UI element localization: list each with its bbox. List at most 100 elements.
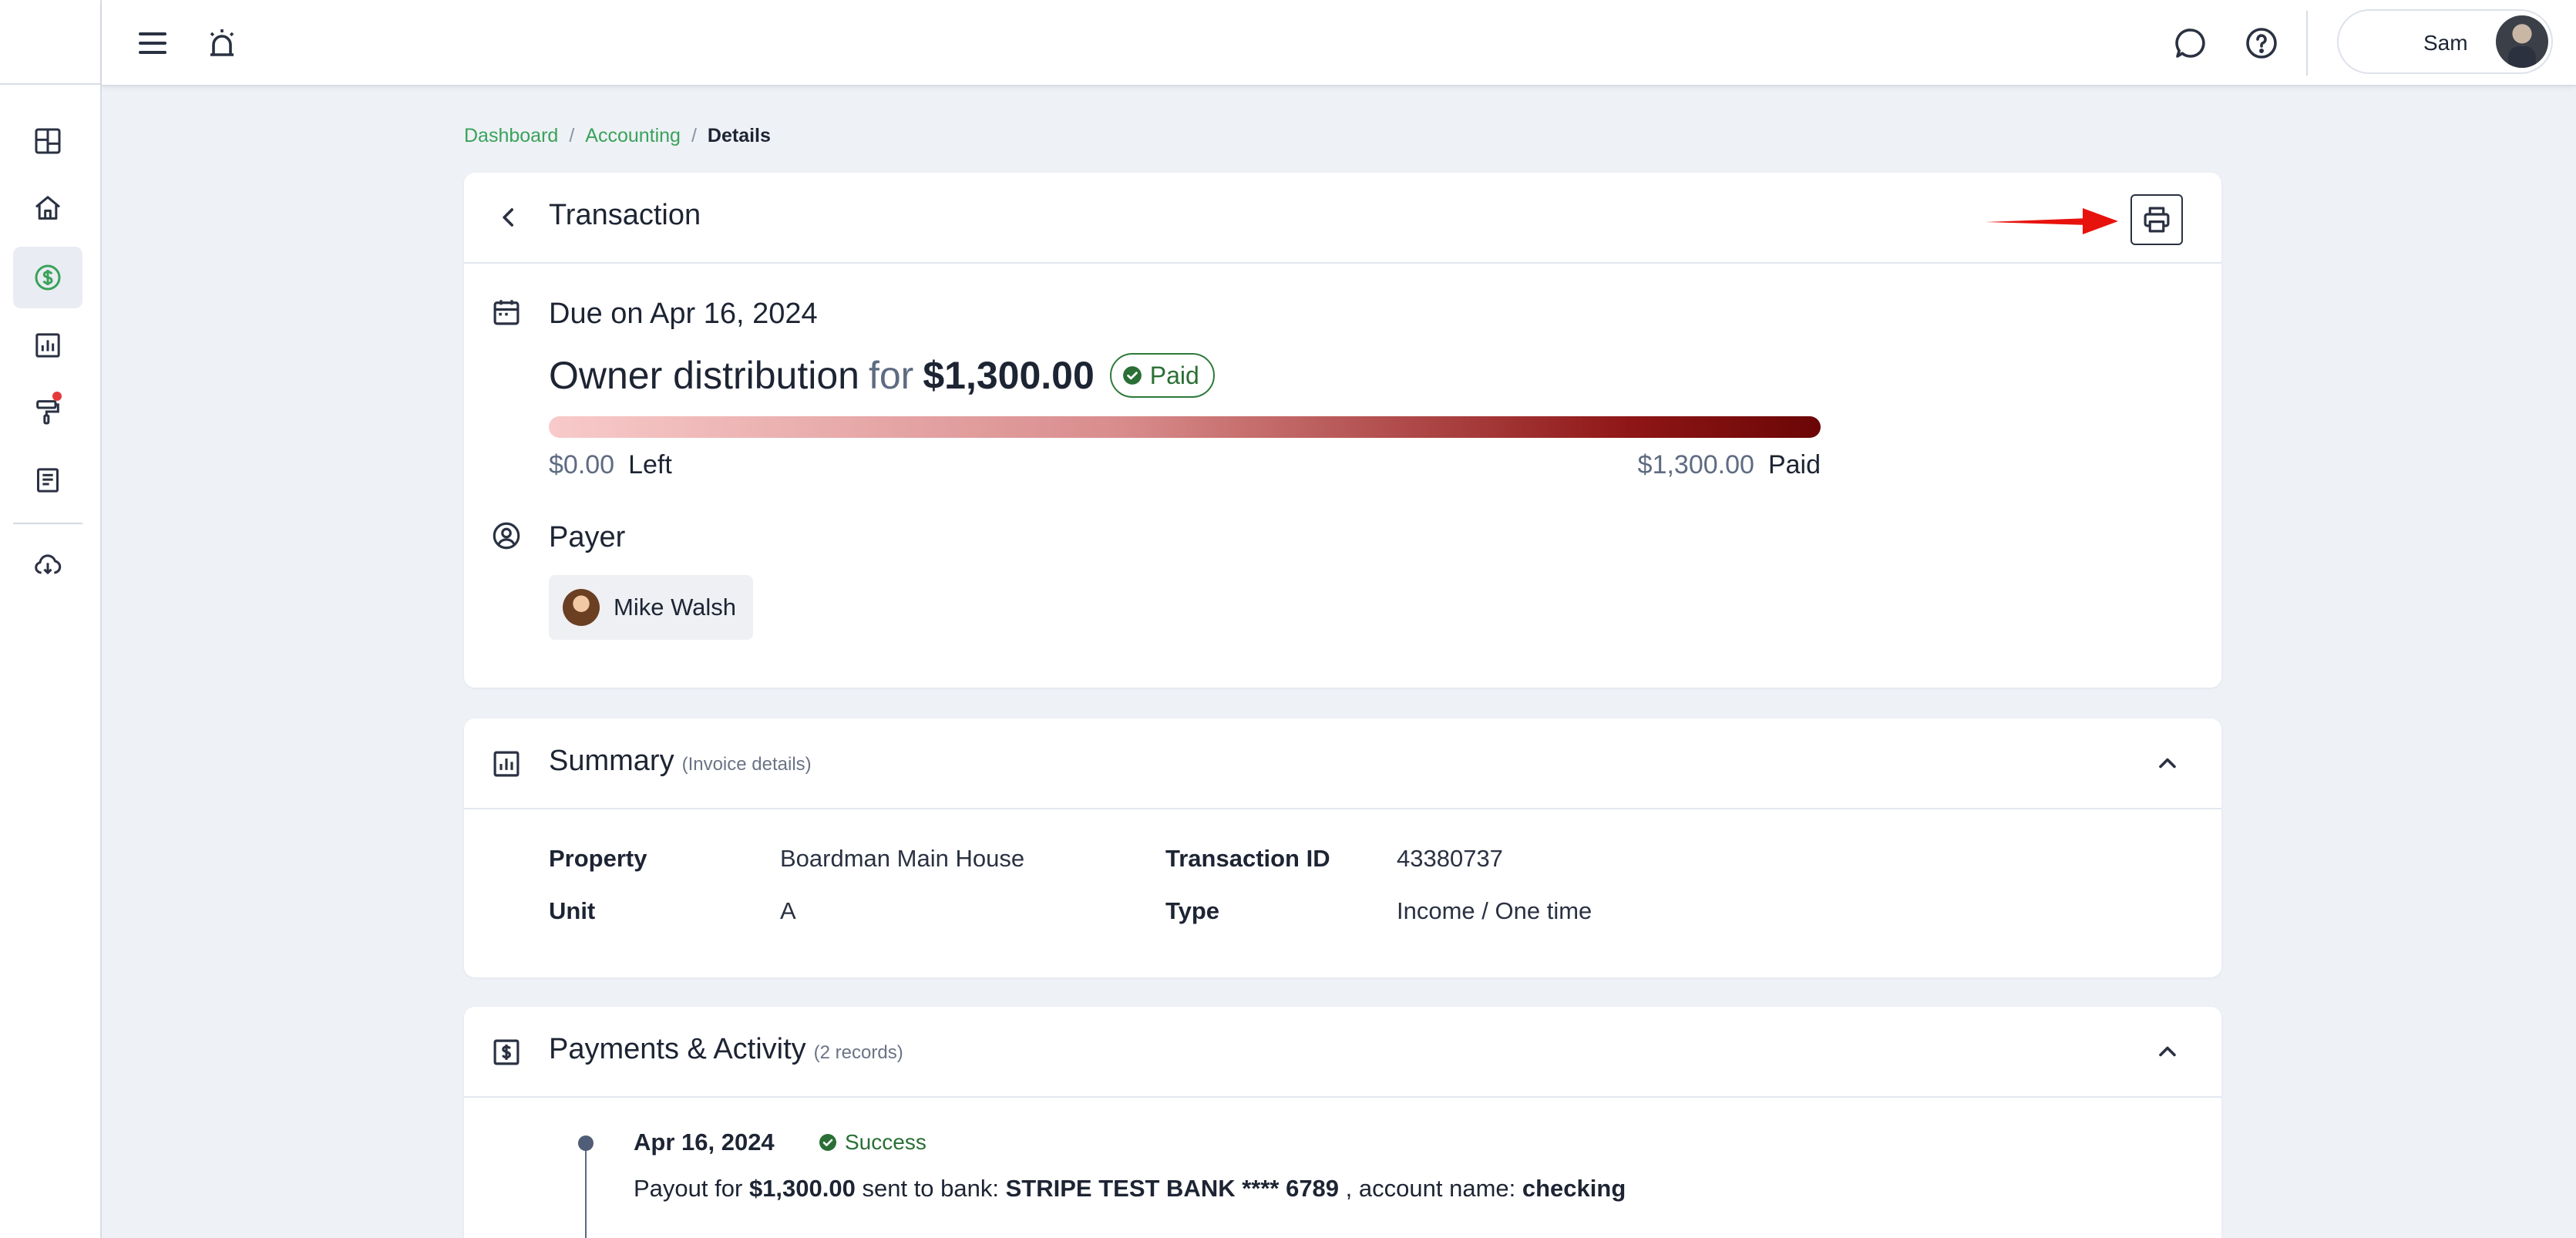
topbar-divider — [2306, 11, 2308, 76]
payment-progress-bar — [549, 416, 1821, 438]
bar-chart-icon — [35, 333, 60, 358]
user-name: Sam — [2423, 31, 2468, 55]
document-icon — [37, 468, 59, 493]
field-value-transaction-id: 43380737 — [1397, 845, 1503, 872]
amount-left: $0.00 Left — [549, 450, 672, 480]
breadcrumb-separator: / — [569, 125, 575, 146]
payer-heading: Payer — [549, 521, 626, 553]
activity-text-prefix: Payout for — [634, 1175, 743, 1202]
breadcrumb-dashboard[interactable]: Dashboard — [464, 125, 559, 146]
print-button[interactable] — [2130, 194, 2183, 245]
sidebar-item-dashboard[interactable] — [13, 110, 82, 172]
sidebar — [0, 0, 102, 1238]
back-arrow-icon[interactable] — [493, 202, 524, 233]
payer-chip[interactable]: Mike Walsh — [549, 575, 754, 640]
sidebar-item-accounting[interactable] — [13, 247, 82, 308]
dashboard-grid-icon — [35, 128, 61, 154]
bar-chart-icon — [493, 751, 520, 777]
amount-paid: $1,300.00 Paid — [1638, 450, 1821, 480]
menu-button[interactable] — [129, 20, 176, 66]
breadcrumb-separator: / — [691, 125, 697, 146]
transaction-card: Transaction Due on Apr 16, 2024 Owner di… — [464, 173, 2221, 688]
sidebar-separator — [13, 523, 82, 524]
field-value-unit: A — [780, 897, 796, 924]
due-date: Due on Apr 16, 2024 — [549, 298, 818, 330]
sidebar-logo-slot — [0, 0, 100, 85]
paid-label: Paid — [1767, 450, 1821, 479]
help-circle-icon — [2246, 28, 2277, 59]
calendar-icon — [493, 300, 520, 325]
activity-title: Payments & Activity (2 records) — [549, 1033, 903, 1066]
user-circle-icon — [493, 522, 520, 550]
sidebar-item-maintenance[interactable] — [13, 381, 82, 442]
activity-description: Payout for $1,300.00 sent to bank: STRIP… — [634, 1175, 1626, 1203]
summary-card: Summary (Invoice details) Property Boardm… — [464, 718, 2221, 977]
status-badge: Paid — [1109, 353, 1215, 398]
alerts-button[interactable] — [199, 20, 245, 66]
activity-card: Payments & Activity (2 records) Apr 16, 2… — [464, 1007, 2221, 1238]
transaction-name: Owner distribution — [549, 354, 859, 397]
summary-header[interactable]: Summary (Invoice details) — [464, 718, 2221, 809]
activity-account-name: checking — [1522, 1175, 1626, 1202]
field-value-property: Boardman Main House — [780, 845, 1025, 872]
transaction-amount: $1,300.00 — [923, 354, 1095, 397]
help-button[interactable] — [2238, 20, 2285, 66]
chevron-up-icon[interactable] — [2154, 1038, 2181, 1065]
payer-name: Mike Walsh — [614, 594, 737, 621]
field-label-transaction-id: Transaction ID — [1165, 845, 1330, 872]
field-label-type: Type — [1165, 897, 1220, 924]
field-label-property: Property — [549, 845, 647, 872]
check-circle-icon — [819, 1134, 836, 1151]
chevron-up-icon[interactable] — [2154, 749, 2181, 777]
for-word: for — [868, 354, 914, 397]
topbar: Sam — [102, 0, 2576, 86]
summary-title-text: Summary — [549, 745, 674, 777]
alarm-siren-icon — [210, 29, 234, 56]
activity-text-mid: sent to bank: — [862, 1175, 999, 1202]
activity-status-label: Success — [845, 1130, 926, 1154]
dollar-circle-icon — [35, 264, 61, 291]
messages-button[interactable] — [2167, 20, 2214, 66]
bottom-fade — [755, 1203, 1788, 1238]
payer-section: Payer — [490, 520, 625, 556]
chat-bubble-icon — [2175, 29, 2205, 58]
activity-header[interactable]: Payments & Activity (2 records) — [464, 1007, 2221, 1098]
sidebar-item-documents[interactable] — [13, 449, 82, 511]
home-icon — [35, 196, 60, 220]
check-circle-icon — [1122, 366, 1142, 385]
notification-dot — [52, 392, 62, 401]
activity-status: Success — [819, 1130, 926, 1155]
paint-roller-icon — [36, 400, 59, 425]
dollar-box-icon — [493, 1039, 520, 1065]
breadcrumb-current: Details — [707, 125, 771, 146]
activity-title-text: Payments & Activity — [549, 1033, 806, 1065]
transaction-header: Transaction — [464, 173, 2221, 264]
paid-amount: $1,300.00 — [1637, 450, 1754, 479]
due-date-row: Due on Apr 16, 2024 — [490, 296, 818, 330]
field-value-type: Income / One time — [1397, 897, 1592, 924]
activity-text-suffix: , account name: — [1345, 1175, 1516, 1202]
timeline-line — [585, 1142, 587, 1238]
left-amount: $0.00 — [549, 450, 615, 479]
breadcrumb-accounting[interactable]: Accounting — [585, 125, 681, 146]
sidebar-item-downloads[interactable] — [13, 533, 82, 595]
sidebar-item-reports[interactable] — [13, 315, 82, 376]
avatar — [563, 589, 600, 626]
page-title: Transaction — [549, 199, 701, 231]
activity-date: Apr 16, 2024 — [634, 1129, 775, 1156]
user-menu[interactable]: Sam — [2337, 9, 2553, 74]
activity-subtitle: (2 records) — [813, 1042, 903, 1063]
breadcrumb: Dashboard / Accounting / Details — [464, 125, 771, 147]
printer-icon — [2144, 207, 2170, 233]
activity-amount: $1,300.00 — [748, 1175, 856, 1202]
transaction-summary-line: Owner distribution for $1,300.00 Paid — [549, 353, 1215, 398]
left-label: Left — [628, 450, 672, 479]
avatar — [2496, 15, 2548, 68]
status-badge-label: Paid — [1149, 361, 1199, 389]
sidebar-item-home[interactable] — [13, 177, 82, 239]
timeline-dot — [578, 1135, 594, 1151]
activity-bank: STRIPE TEST BANK **** 6789 — [1005, 1175, 1340, 1202]
cloud-download-icon — [35, 554, 62, 574]
summary-subtitle: (Invoice details) — [681, 754, 812, 775]
menu-icon — [139, 32, 166, 54]
